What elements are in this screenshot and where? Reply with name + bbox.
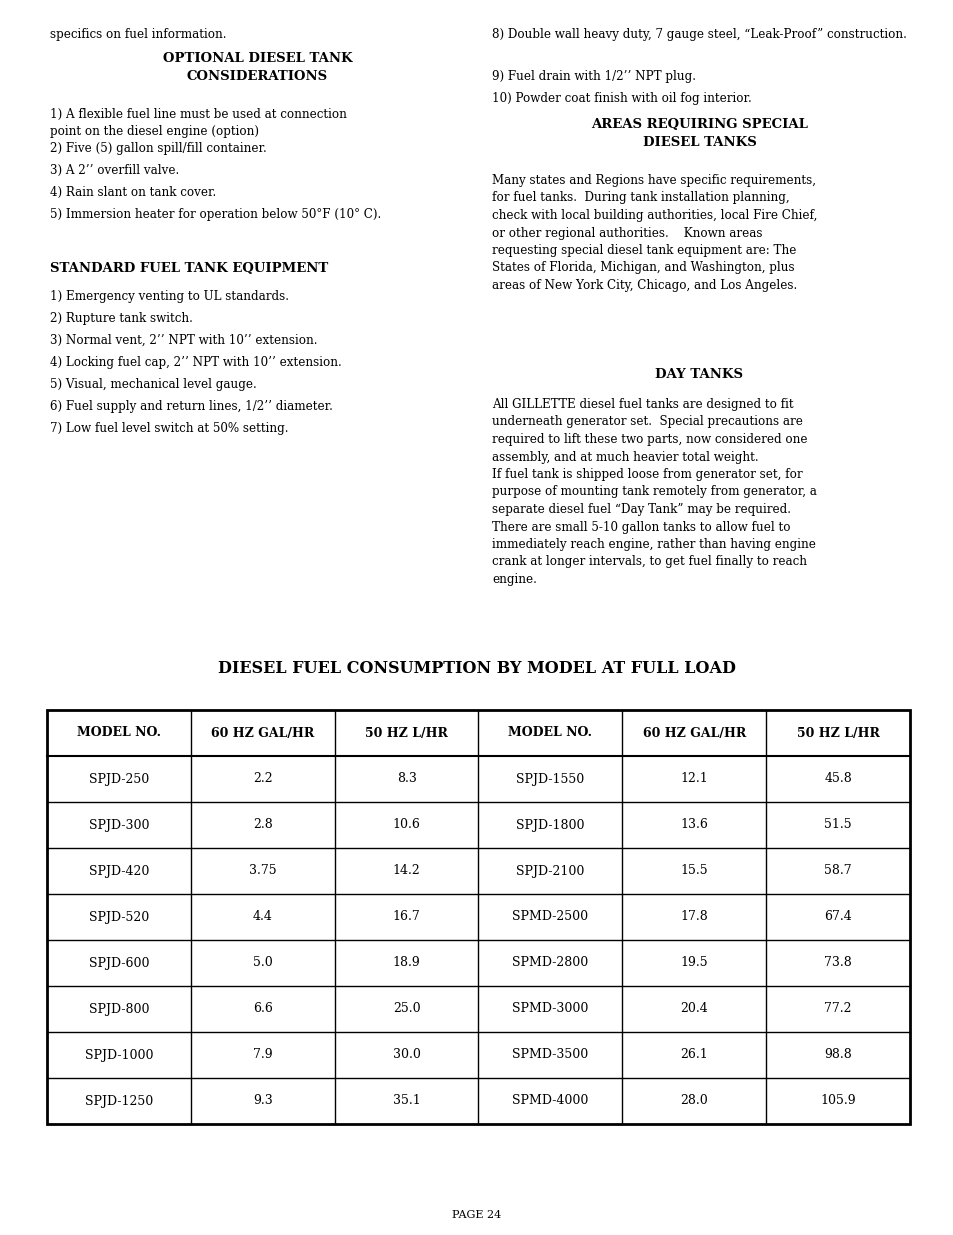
Text: SPJD-420: SPJD-420: [89, 864, 149, 878]
Text: 9.3: 9.3: [253, 1094, 273, 1108]
Text: 25.0: 25.0: [393, 1003, 420, 1015]
Text: 1) A flexible fuel line must be used at connection
point on the diesel engine (o: 1) A flexible fuel line must be used at …: [50, 107, 347, 138]
Text: 7.9: 7.9: [253, 1049, 273, 1062]
Text: AREAS REQUIRING SPECIAL
DIESEL TANKS: AREAS REQUIRING SPECIAL DIESEL TANKS: [591, 119, 807, 149]
Text: SPJD-250: SPJD-250: [89, 773, 149, 785]
Text: 12.1: 12.1: [679, 773, 707, 785]
Text: 26.1: 26.1: [679, 1049, 707, 1062]
Text: PAGE 24: PAGE 24: [452, 1210, 501, 1220]
Text: 2) Five (5) gallon spill/fill container.: 2) Five (5) gallon spill/fill container.: [50, 142, 267, 156]
Text: 8) Double wall heavy duty, 7 gauge steel, “Leak-Proof” construction.: 8) Double wall heavy duty, 7 gauge steel…: [492, 28, 906, 41]
Text: 14.2: 14.2: [393, 864, 420, 878]
Text: SPMD-2800: SPMD-2800: [512, 956, 588, 969]
Text: 18.9: 18.9: [393, 956, 420, 969]
Text: 98.8: 98.8: [823, 1049, 851, 1062]
Text: 16.7: 16.7: [393, 910, 420, 924]
Text: 50 HZ L/HR: 50 HZ L/HR: [365, 726, 448, 740]
Text: 5) Visual, mechanical level gauge.: 5) Visual, mechanical level gauge.: [50, 378, 256, 391]
Text: STANDARD FUEL TANK EQUIPMENT: STANDARD FUEL TANK EQUIPMENT: [50, 262, 328, 275]
Text: 60 HZ GAL/HR: 60 HZ GAL/HR: [211, 726, 314, 740]
Text: SPJD-2100: SPJD-2100: [516, 864, 584, 878]
Text: 105.9: 105.9: [820, 1094, 855, 1108]
Text: SPJD-600: SPJD-600: [89, 956, 149, 969]
Text: 20.4: 20.4: [679, 1003, 707, 1015]
Text: 58.7: 58.7: [823, 864, 851, 878]
Text: 73.8: 73.8: [823, 956, 851, 969]
Text: DIESEL FUEL CONSUMPTION BY MODEL AT FULL LOAD: DIESEL FUEL CONSUMPTION BY MODEL AT FULL…: [218, 659, 735, 677]
Text: 45.8: 45.8: [823, 773, 851, 785]
Text: 15.5: 15.5: [679, 864, 707, 878]
Text: 1) Emergency venting to UL standards.: 1) Emergency venting to UL standards.: [50, 290, 289, 303]
Text: 28.0: 28.0: [679, 1094, 707, 1108]
Text: 51.5: 51.5: [823, 819, 851, 831]
Text: 10.6: 10.6: [393, 819, 420, 831]
Text: 6) Fuel supply and return lines, 1/2’’ diameter.: 6) Fuel supply and return lines, 1/2’’ d…: [50, 400, 333, 412]
Text: 35.1: 35.1: [393, 1094, 420, 1108]
Text: 4) Rain slant on tank cover.: 4) Rain slant on tank cover.: [50, 186, 216, 199]
Text: SPJD-300: SPJD-300: [89, 819, 149, 831]
Text: 3.75: 3.75: [249, 864, 276, 878]
Text: 5) Immersion heater for operation below 50°F (10° C).: 5) Immersion heater for operation below …: [50, 207, 381, 221]
Bar: [47, 710, 909, 1124]
Text: OPTIONAL DIESEL TANK
CONSIDERATIONS: OPTIONAL DIESEL TANK CONSIDERATIONS: [163, 52, 352, 83]
Text: 19.5: 19.5: [679, 956, 707, 969]
Text: 6.6: 6.6: [253, 1003, 273, 1015]
Text: 3) A 2’’ overfill valve.: 3) A 2’’ overfill valve.: [50, 164, 179, 177]
Text: SPJD-1550: SPJD-1550: [516, 773, 584, 785]
Text: 8.3: 8.3: [396, 773, 416, 785]
Text: 67.4: 67.4: [823, 910, 851, 924]
Text: 4.4: 4.4: [253, 910, 273, 924]
Text: 77.2: 77.2: [823, 1003, 851, 1015]
Text: 5.0: 5.0: [253, 956, 273, 969]
Text: MODEL NO.: MODEL NO.: [77, 726, 161, 740]
Text: 3) Normal vent, 2’’ NPT with 10’’ extension.: 3) Normal vent, 2’’ NPT with 10’’ extens…: [50, 333, 317, 347]
Text: SPMD-3000: SPMD-3000: [512, 1003, 588, 1015]
Text: 2.8: 2.8: [253, 819, 273, 831]
Text: Many states and Regions have specific requirements,
for fuel tanks.  During tank: Many states and Regions have specific re…: [492, 174, 817, 291]
Text: SPMD-4000: SPMD-4000: [512, 1094, 588, 1108]
Text: 17.8: 17.8: [679, 910, 707, 924]
Text: 10) Powder coat finish with oil fog interior.: 10) Powder coat finish with oil fog inte…: [492, 91, 751, 105]
Text: 50 HZ L/HR: 50 HZ L/HR: [796, 726, 879, 740]
Text: 60 HZ GAL/HR: 60 HZ GAL/HR: [642, 726, 745, 740]
Text: 9) Fuel drain with 1/2’’ NPT plug.: 9) Fuel drain with 1/2’’ NPT plug.: [492, 70, 696, 83]
Text: SPMD-3500: SPMD-3500: [512, 1049, 588, 1062]
Text: SPJD-800: SPJD-800: [89, 1003, 149, 1015]
Text: SPMD-2500: SPMD-2500: [512, 910, 588, 924]
Text: DAY TANKS: DAY TANKS: [655, 368, 742, 382]
Text: 13.6: 13.6: [679, 819, 707, 831]
Text: 30.0: 30.0: [393, 1049, 420, 1062]
Text: SPJD-520: SPJD-520: [89, 910, 149, 924]
Text: If fuel tank is shipped loose from generator set, for
purpose of mounting tank r: If fuel tank is shipped loose from gener…: [492, 468, 816, 585]
Text: 2) Rupture tank switch.: 2) Rupture tank switch.: [50, 312, 193, 325]
Text: 7) Low fuel level switch at 50% setting.: 7) Low fuel level switch at 50% setting.: [50, 422, 288, 435]
Text: SPJD-1250: SPJD-1250: [85, 1094, 152, 1108]
Text: 2.2: 2.2: [253, 773, 273, 785]
Text: 4) Locking fuel cap, 2’’ NPT with 10’’ extension.: 4) Locking fuel cap, 2’’ NPT with 10’’ e…: [50, 356, 341, 369]
Text: All GILLETTE diesel fuel tanks are designed to fit
underneath generator set.  Sp: All GILLETTE diesel fuel tanks are desig…: [492, 398, 806, 463]
Text: SPJD-1000: SPJD-1000: [85, 1049, 153, 1062]
Text: specifics on fuel information.: specifics on fuel information.: [50, 28, 226, 41]
Text: SPJD-1800: SPJD-1800: [516, 819, 584, 831]
Text: MODEL NO.: MODEL NO.: [508, 726, 592, 740]
